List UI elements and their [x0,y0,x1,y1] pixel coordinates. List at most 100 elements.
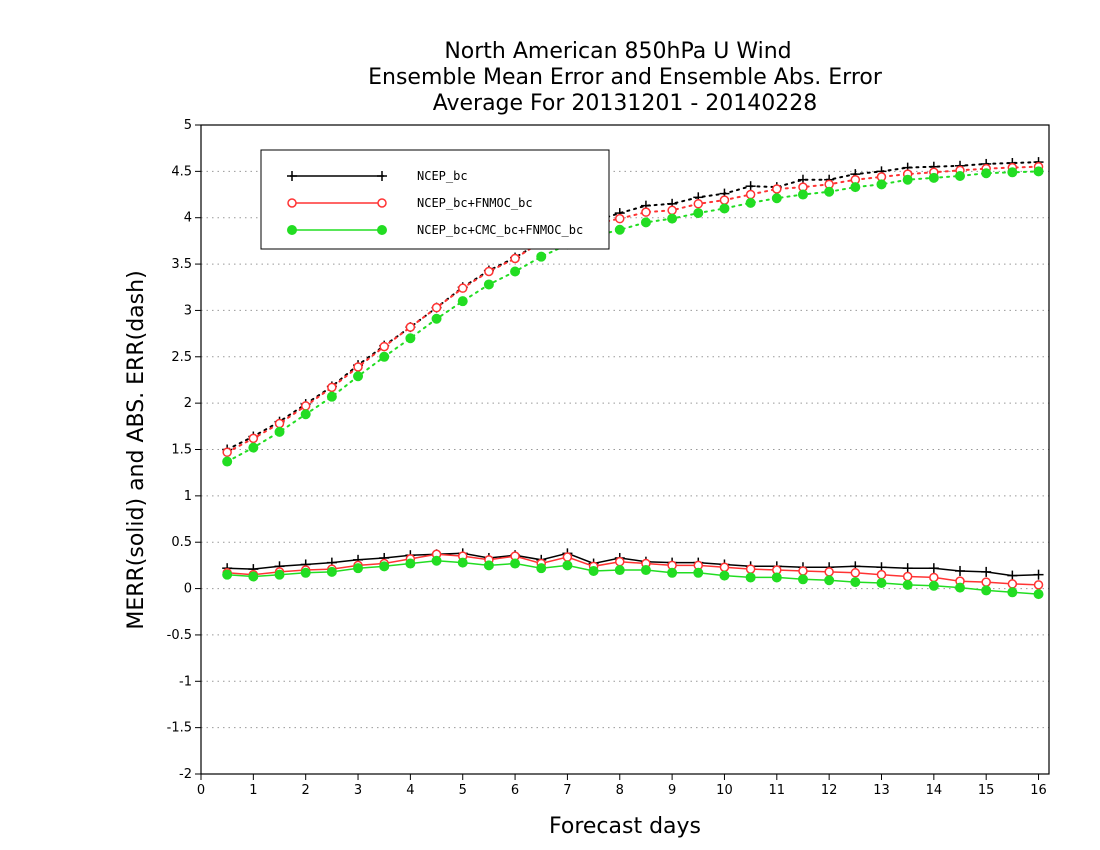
legend-marker [377,171,387,181]
data-point [379,561,390,572]
y-tick-label: 0 [184,582,192,597]
y-tick-label: 3.5 [171,257,192,272]
data-point [693,199,704,209]
data-point [1007,167,1018,178]
y-tick-label: 5 [184,118,192,133]
data-point [300,567,311,578]
data-point [667,213,678,224]
data-point [771,193,782,204]
data-point [745,572,756,583]
data-point [902,579,913,590]
data-point [405,322,416,332]
x-tick-label: 10 [716,783,733,798]
data-point [824,567,834,577]
data-point [824,186,835,197]
data-point [667,567,678,578]
y-tick-label: -1 [179,674,192,689]
data-point [588,565,599,576]
data-point [797,574,808,585]
data-point [353,362,363,372]
x-tick-label: 0 [197,783,205,798]
data-point [745,564,756,574]
legend-box [260,149,610,250]
data-point [274,418,285,429]
data-point [798,566,808,576]
legend-label: NCEP_bc+FNMOC_bc [417,196,533,210]
y-tick-label: -0.5 [167,628,192,643]
y-tick-label: -1.5 [167,721,192,736]
data-point [981,577,991,587]
x-tick-label: 5 [459,783,467,798]
x-tick-label: 3 [354,783,362,798]
data-point [876,569,887,580]
x-tick-label: 2 [302,783,310,798]
data-point [457,557,468,568]
data-point [327,382,337,393]
data-point [457,283,468,293]
data-point [484,266,494,277]
x-tick-label: 14 [926,783,943,798]
data-point [850,577,861,588]
data-point [719,203,730,214]
data-point [1033,580,1044,590]
chart-title: North American 850hPa U Wind Ensemble Me… [368,39,883,116]
y-tick-label: 1.5 [171,443,192,458]
chart-title-line-3: Average For 20131201 - 20140228 [433,91,818,116]
data-point [248,442,259,453]
data-point [379,351,390,362]
data-point [928,580,939,591]
data-point [615,213,625,224]
data-point [981,566,992,577]
data-point [824,575,835,586]
series-ncep-bc-cmc-bc-fnmoc-bc-mean-error [222,555,1044,600]
data-point [536,251,547,262]
data-point [719,562,730,572]
data-point [902,563,913,574]
data-point [222,447,232,458]
y-tick-label: 3 [184,303,192,318]
data-point [510,253,520,264]
data-point [850,182,861,193]
data-point [1007,587,1018,598]
legend-marker [287,225,297,235]
data-point [483,279,494,290]
data-point [431,302,442,313]
data-point [928,563,939,574]
y-tick-label: 4.5 [171,164,192,179]
data-point [274,426,285,437]
data-point [719,570,730,581]
data-point [300,409,311,420]
legend-entry: NCEP_bc+CMC_bc+FNMOC_bc [287,223,583,237]
data-point [457,296,468,307]
data-point [326,391,337,402]
data-point [326,566,337,577]
data-point [928,172,939,183]
data-point [797,189,808,200]
x-tick-label: 1 [249,783,257,798]
legend-entry: NCEP_bc+FNMOC_bc [287,196,533,210]
data-point [222,569,233,580]
x-axis: 0 1 2 3 4 5 6 7 8 9 10 11 12 13 14 15 16 [197,774,1047,798]
data-point [772,184,782,194]
data-point [955,170,966,181]
data-point [615,556,625,567]
y-tick-label: 0.5 [171,535,192,550]
x-tick-label: 13 [873,783,890,798]
x-tick-label: 9 [668,783,676,798]
x-axis-label: Forecast days [549,814,701,839]
data-point [562,552,573,562]
legend-marker [377,225,387,235]
data-point [248,571,259,582]
data-point [876,179,887,190]
legend-entry: NCEP_bc [287,169,468,183]
x-tick-label: 6 [511,783,519,798]
data-point [431,555,442,566]
y-tick-label: 2 [184,396,192,411]
y-axis-label: MERR(solid) and ABS. ERR(dash) [124,270,149,629]
data-point [300,401,311,411]
data-point [955,565,966,576]
x-tick-label: 15 [978,783,995,798]
data-point [222,456,233,467]
data-point [1033,569,1044,580]
